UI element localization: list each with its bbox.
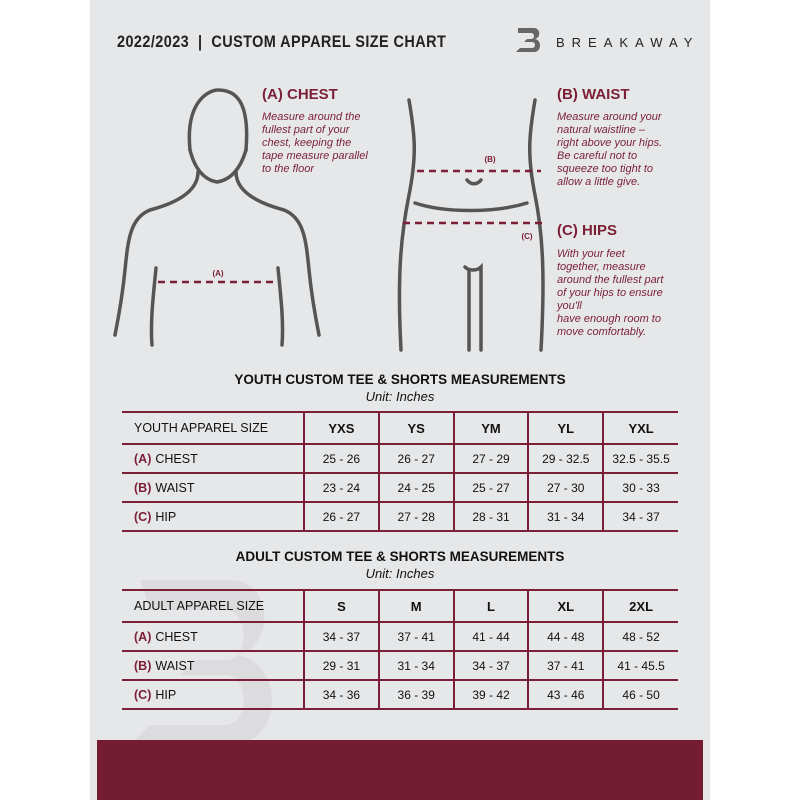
table-row: (A) CHEST 34 - 37 37 - 41 41 - 44 44 - 48… <box>122 622 678 652</box>
row-letter: (B) <box>134 658 152 673</box>
row-label: (A) CHEST <box>122 444 304 474</box>
table-row: (C) HIP 34 - 36 36 - 39 39 - 42 43 - 46 4… <box>122 680 678 710</box>
table-header-row: ADULT APPAREL SIZE S M L XL 2XL <box>122 589 678 623</box>
adult-table-heading: ADULT CUSTOM TEE & SHORTS MEASUREMENTS <box>235 549 565 564</box>
table-cell: 29 - 31 <box>303 651 379 681</box>
row-letter: (B) <box>134 480 152 495</box>
youth-size-table: YOUTH APPAREL SIZE YXS YS YM YL YXL (A) C… <box>122 411 678 532</box>
table-cell: 46 - 50 <box>602 680 678 710</box>
row-letter: (A) <box>134 629 152 644</box>
table-cell: 37 - 41 <box>377 622 454 652</box>
adult-unit: Unit: Inches <box>365 566 435 581</box>
lower-body-illustration: (B) (C) <box>397 98 545 352</box>
page-title: 2022/2023 | CUSTOM APPAREL SIZE CHART <box>117 32 447 51</box>
column-header: YXS <box>303 411 379 445</box>
column-header: YL <box>527 411 604 445</box>
youth-table-heading: YOUTH CUSTOM TEE & SHORTS MEASUREMENTS <box>234 372 566 387</box>
youth-unit: Unit: Inches <box>365 389 435 404</box>
table-row: (C) HIP 26 - 27 27 - 28 28 - 31 31 - 34 3… <box>122 502 678 532</box>
row-letter: (A) <box>134 451 152 466</box>
chest-heading: (A) CHEST <box>262 86 338 103</box>
table-cell: 29 - 32.5 <box>527 444 604 474</box>
table-header-row: YOUTH APPAREL SIZE YXS YS YM YL YXL <box>122 411 678 445</box>
row-label: (C) HIP <box>122 502 304 532</box>
waist-heading: (B) WAIST <box>557 86 630 103</box>
column-header: ADULT APPAREL SIZE <box>122 589 304 623</box>
hips-marker: (C) <box>521 232 532 241</box>
table-row: (A) CHEST 25 - 26 26 - 27 27 - 29 29 - 32… <box>122 444 678 474</box>
table-cell: 34 - 37 <box>452 651 529 681</box>
row-name: CHEST <box>155 629 198 644</box>
table-cell: 34 - 37 <box>303 622 379 652</box>
row-letter: (C) <box>134 509 152 524</box>
table-cell: 27 - 29 <box>452 444 529 474</box>
column-header: XL <box>527 589 604 623</box>
table-row: (B) WAIST 29 - 31 31 - 34 34 - 37 37 - 41… <box>122 651 678 681</box>
waist-description: Measure around your natural waistline – … <box>557 111 663 188</box>
table-cell: 27 - 30 <box>527 473 604 503</box>
table-cell: 43 - 46 <box>527 680 604 710</box>
table-cell: 23 - 24 <box>303 473 379 503</box>
row-name: WAIST <box>155 480 195 495</box>
row-label: (B) WAIST <box>122 651 304 681</box>
table-cell: 39 - 42 <box>452 680 529 710</box>
table-cell: 48 - 52 <box>602 622 678 652</box>
row-label: (C) HIP <box>122 680 304 710</box>
waist-marker: (B) <box>484 155 495 164</box>
table-cell: 31 - 34 <box>527 502 604 532</box>
breakaway-logo-icon <box>516 28 540 52</box>
chest-marker: (A) <box>212 269 223 278</box>
table-cell: 25 - 26 <box>303 444 379 474</box>
table-cell: 26 - 27 <box>303 502 379 532</box>
table-row: (B) WAIST 23 - 24 24 - 25 25 - 27 27 - 30… <box>122 473 678 503</box>
table-cell: 25 - 27 <box>452 473 529 503</box>
table-cell: 24 - 25 <box>377 473 454 503</box>
upper-body-illustration: (A) <box>113 88 321 347</box>
column-header: YM <box>452 411 529 445</box>
hips-description: With your feet together, measure around … <box>557 248 664 338</box>
row-name: HIP <box>155 509 177 524</box>
hips-heading: (C) HIPS <box>557 222 617 239</box>
table-cell: 27 - 28 <box>377 502 454 532</box>
table-cell: 36 - 39 <box>377 680 454 710</box>
row-label: (A) CHEST <box>122 622 304 652</box>
table-cell: 30 - 33 <box>602 473 678 503</box>
column-header: S <box>303 589 379 623</box>
table-cell: 26 - 27 <box>377 444 454 474</box>
table-cell: 31 - 34 <box>377 651 454 681</box>
table-cell: 32.5 - 35.5 <box>602 444 678 474</box>
column-header: YS <box>377 411 454 445</box>
row-label: (B) WAIST <box>122 473 304 503</box>
row-name: WAIST <box>155 658 195 673</box>
chest-description: Measure around the fullest part of your … <box>262 111 368 175</box>
column-header: YXL <box>602 411 678 445</box>
row-name: HIP <box>155 687 177 702</box>
table-cell: 28 - 31 <box>452 502 529 532</box>
column-header: M <box>377 589 454 623</box>
table-cell: 41 - 44 <box>452 622 529 652</box>
table-cell: 41 - 45.5 <box>602 651 678 681</box>
column-header: 2XL <box>602 589 678 623</box>
column-header: YOUTH APPAREL SIZE <box>122 411 304 445</box>
footer-bar <box>97 740 703 800</box>
adult-size-table: ADULT APPAREL SIZE S M L XL 2XL (A) CHEST… <box>122 589 678 710</box>
row-name: CHEST <box>155 451 198 466</box>
row-letter: (C) <box>134 687 152 702</box>
table-cell: 34 - 36 <box>303 680 379 710</box>
table-cell: 44 - 48 <box>527 622 604 652</box>
brand-name: BREAKAWAY <box>556 35 700 50</box>
table-cell: 34 - 37 <box>602 502 678 532</box>
column-header: L <box>452 589 529 623</box>
table-cell: 37 - 41 <box>527 651 604 681</box>
